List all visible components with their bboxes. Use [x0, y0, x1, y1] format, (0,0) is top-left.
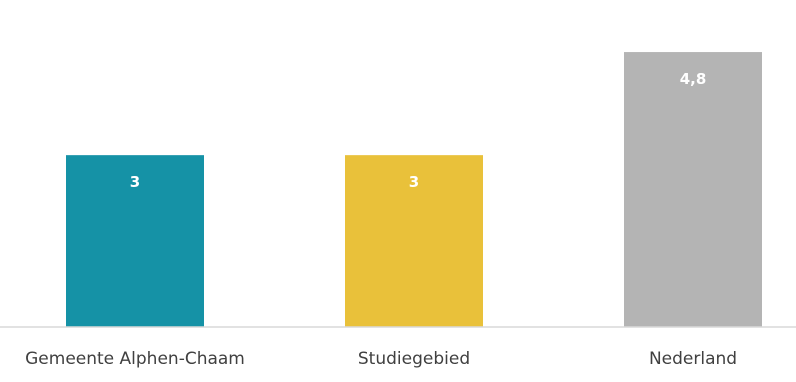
category-label-1: Gemeente Alphen-Chaam [25, 349, 245, 369]
bar-value-label-1: 3 [130, 173, 140, 191]
bar-value-label-3: 4,8 [680, 70, 707, 88]
bars-group [66, 52, 762, 327]
bar-1 [66, 155, 204, 327]
bar-value-label-2: 3 [409, 173, 419, 191]
category-label-2: Studiegebied [358, 349, 470, 369]
category-label-3: Nederland [649, 349, 737, 369]
bar-3 [624, 52, 762, 327]
value-labels-group: 3 34,8 [130, 70, 707, 191]
category-labels-group: Gemeente Alphen-Chaam Studiegebied Nederla… [25, 349, 737, 369]
bar-2 [345, 155, 483, 327]
